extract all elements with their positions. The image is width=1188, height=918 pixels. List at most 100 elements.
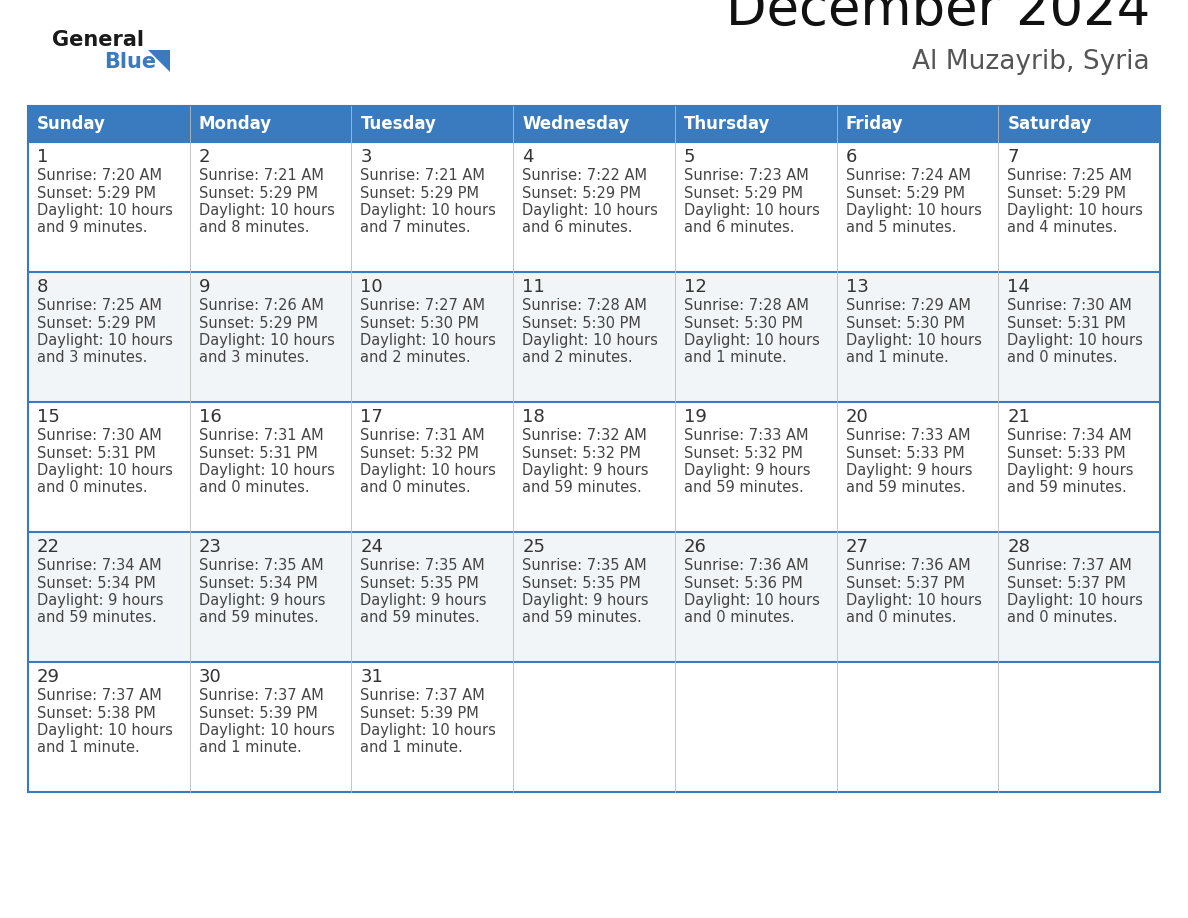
Text: 7: 7	[1007, 148, 1019, 166]
Text: Sunset: 5:37 PM: Sunset: 5:37 PM	[1007, 576, 1126, 590]
Text: Sunset: 5:30 PM: Sunset: 5:30 PM	[684, 316, 803, 330]
Bar	[836, 532, 998, 662]
Text: and 2 minutes.: and 2 minutes.	[360, 351, 472, 365]
Bar	[675, 662, 836, 792]
Text: and 2 minutes.: and 2 minutes.	[523, 351, 633, 365]
Bar	[190, 402, 352, 532]
Text: Daylight: 10 hours: Daylight: 10 hours	[37, 333, 173, 348]
Text: Daylight: 9 hours: Daylight: 9 hours	[360, 593, 487, 608]
Text: Monday: Monday	[198, 115, 272, 133]
Text: Daylight: 10 hours: Daylight: 10 hours	[846, 593, 981, 608]
Text: and 0 minutes.: and 0 minutes.	[360, 480, 472, 496]
Text: Sunset: 5:32 PM: Sunset: 5:32 PM	[523, 445, 642, 461]
Text: Daylight: 10 hours: Daylight: 10 hours	[360, 463, 497, 478]
Text: 24: 24	[360, 538, 384, 556]
Bar	[513, 662, 675, 792]
Bar	[29, 272, 190, 402]
Text: Sunrise: 7:31 AM: Sunrise: 7:31 AM	[198, 428, 323, 443]
Text: Daylight: 10 hours: Daylight: 10 hours	[1007, 203, 1143, 218]
Bar	[998, 402, 1159, 532]
Bar	[998, 142, 1159, 272]
Text: Sunset: 5:32 PM: Sunset: 5:32 PM	[684, 445, 803, 461]
Text: Sunrise: 7:24 AM: Sunrise: 7:24 AM	[846, 168, 971, 183]
Text: 28: 28	[1007, 538, 1030, 556]
Text: Daylight: 10 hours: Daylight: 10 hours	[360, 203, 497, 218]
Text: 29: 29	[37, 668, 61, 686]
Text: Daylight: 10 hours: Daylight: 10 hours	[198, 333, 335, 348]
Text: Daylight: 10 hours: Daylight: 10 hours	[198, 723, 335, 738]
Text: and 3 minutes.: and 3 minutes.	[37, 351, 147, 365]
Bar	[352, 106, 513, 142]
Bar	[675, 142, 836, 272]
Text: 13: 13	[846, 278, 868, 296]
Text: Sunday: Sunday	[37, 115, 106, 133]
Text: Sunrise: 7:25 AM: Sunrise: 7:25 AM	[1007, 168, 1132, 183]
Text: and 4 minutes.: and 4 minutes.	[1007, 220, 1118, 236]
Bar	[190, 272, 352, 402]
Text: 23: 23	[198, 538, 222, 556]
Text: Sunset: 5:37 PM: Sunset: 5:37 PM	[846, 576, 965, 590]
Text: Saturday: Saturday	[1007, 115, 1092, 133]
Text: Daylight: 10 hours: Daylight: 10 hours	[37, 723, 173, 738]
Text: and 0 minutes.: and 0 minutes.	[846, 610, 956, 625]
Bar	[352, 272, 513, 402]
Text: 30: 30	[198, 668, 221, 686]
Text: December 2024: December 2024	[726, 0, 1150, 36]
Text: 3: 3	[360, 148, 372, 166]
Text: 6: 6	[846, 148, 857, 166]
Text: 9: 9	[198, 278, 210, 296]
Text: Sunrise: 7:34 AM: Sunrise: 7:34 AM	[37, 558, 162, 573]
Text: Daylight: 10 hours: Daylight: 10 hours	[198, 463, 335, 478]
Text: and 59 minutes.: and 59 minutes.	[846, 480, 966, 496]
Text: Sunset: 5:29 PM: Sunset: 5:29 PM	[846, 185, 965, 200]
Text: Daylight: 10 hours: Daylight: 10 hours	[523, 203, 658, 218]
Text: and 59 minutes.: and 59 minutes.	[523, 480, 642, 496]
Bar	[513, 106, 675, 142]
Text: Sunset: 5:31 PM: Sunset: 5:31 PM	[37, 445, 156, 461]
Text: and 59 minutes.: and 59 minutes.	[1007, 480, 1127, 496]
Text: and 59 minutes.: and 59 minutes.	[684, 480, 803, 496]
Text: Sunset: 5:29 PM: Sunset: 5:29 PM	[198, 316, 317, 330]
Bar	[513, 272, 675, 402]
Text: and 59 minutes.: and 59 minutes.	[37, 610, 157, 625]
Text: and 1 minute.: and 1 minute.	[37, 741, 140, 756]
Text: Sunset: 5:30 PM: Sunset: 5:30 PM	[360, 316, 479, 330]
Text: 8: 8	[37, 278, 49, 296]
Text: and 0 minutes.: and 0 minutes.	[684, 610, 795, 625]
Text: Sunrise: 7:20 AM: Sunrise: 7:20 AM	[37, 168, 162, 183]
Bar	[190, 106, 352, 142]
Text: 4: 4	[523, 148, 533, 166]
Text: Friday: Friday	[846, 115, 903, 133]
Text: Sunset: 5:33 PM: Sunset: 5:33 PM	[846, 445, 965, 461]
Text: Sunset: 5:36 PM: Sunset: 5:36 PM	[684, 576, 803, 590]
Text: and 1 minute.: and 1 minute.	[360, 741, 463, 756]
Text: 20: 20	[846, 408, 868, 426]
Bar	[836, 142, 998, 272]
Text: 12: 12	[684, 278, 707, 296]
Text: Sunset: 5:29 PM: Sunset: 5:29 PM	[523, 185, 642, 200]
Text: Sunrise: 7:22 AM: Sunrise: 7:22 AM	[523, 168, 647, 183]
Bar	[513, 532, 675, 662]
Text: Sunrise: 7:35 AM: Sunrise: 7:35 AM	[360, 558, 485, 573]
Text: Sunrise: 7:35 AM: Sunrise: 7:35 AM	[523, 558, 646, 573]
Text: 19: 19	[684, 408, 707, 426]
Text: Daylight: 10 hours: Daylight: 10 hours	[360, 333, 497, 348]
Bar	[190, 142, 352, 272]
Text: Sunrise: 7:28 AM: Sunrise: 7:28 AM	[523, 298, 647, 313]
Text: Daylight: 10 hours: Daylight: 10 hours	[37, 463, 173, 478]
Text: Blue: Blue	[105, 52, 156, 72]
Text: 31: 31	[360, 668, 384, 686]
Bar	[513, 402, 675, 532]
Text: Tuesday: Tuesday	[360, 115, 436, 133]
Bar	[190, 662, 352, 792]
Text: Sunrise: 7:28 AM: Sunrise: 7:28 AM	[684, 298, 809, 313]
Text: and 1 minute.: and 1 minute.	[846, 351, 948, 365]
Text: Sunrise: 7:33 AM: Sunrise: 7:33 AM	[684, 428, 808, 443]
Text: Sunset: 5:34 PM: Sunset: 5:34 PM	[198, 576, 317, 590]
Text: and 0 minutes.: and 0 minutes.	[37, 480, 147, 496]
Text: and 0 minutes.: and 0 minutes.	[198, 480, 309, 496]
Text: 18: 18	[523, 408, 545, 426]
Text: Sunset: 5:29 PM: Sunset: 5:29 PM	[360, 185, 480, 200]
Text: Sunset: 5:35 PM: Sunset: 5:35 PM	[523, 576, 640, 590]
Text: Sunset: 5:29 PM: Sunset: 5:29 PM	[37, 185, 156, 200]
